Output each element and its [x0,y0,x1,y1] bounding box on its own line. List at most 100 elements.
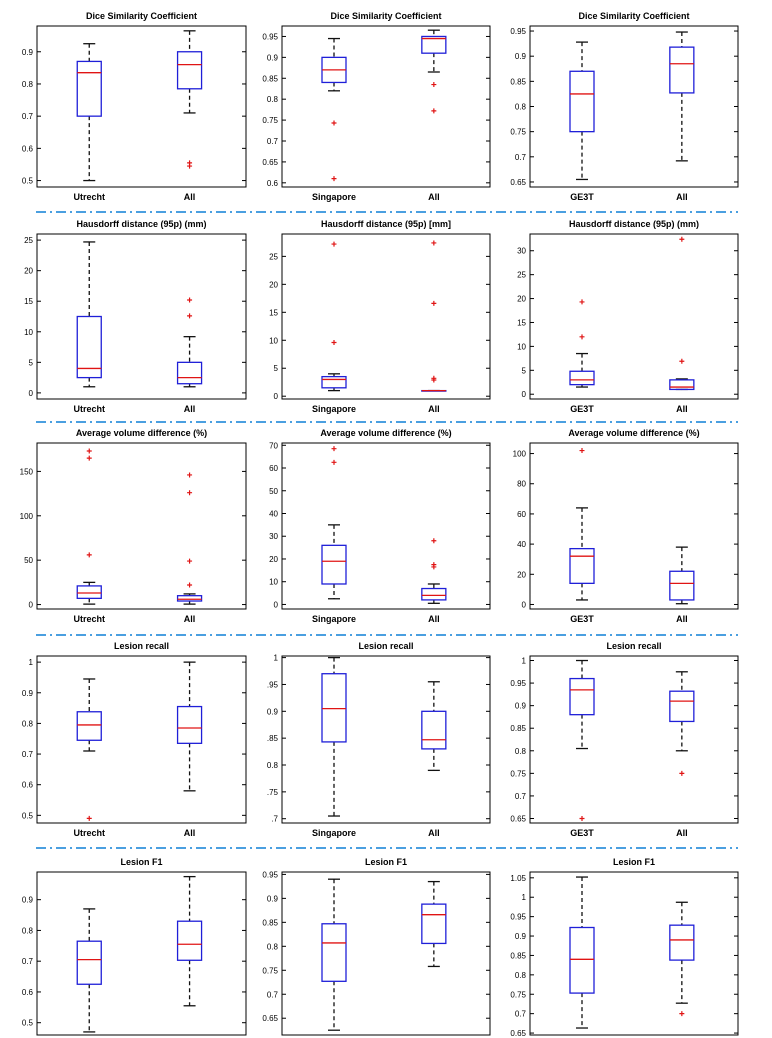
y-tick-label: 0.9 [515,932,527,941]
box-2 [421,681,447,772]
y-tick-label: 0.7 [515,792,527,801]
box-1 [76,908,102,1033]
y-tick-label: 0.65 [262,1014,278,1023]
y-tick-label: 1 [29,658,34,667]
iqr-box [669,690,695,723]
outlier-point [579,448,585,454]
y-tick-label: 0.95 [262,32,278,41]
y-tick-label: 20 [24,267,33,276]
y-tick-label: 0.8 [515,103,527,112]
y-tick-label: 0 [29,389,34,398]
x-category-label: All [428,192,440,202]
panel-title: Lesion F1 [613,857,655,867]
outlier-point [187,582,193,588]
x-category-label: All [428,614,440,624]
panel-title: Dice Similarity Coefficient [86,11,197,21]
box-1 [321,878,347,1031]
panel-9: Average volume difference (%) 0 20 40 60 80 10… [513,428,739,624]
panel-11: Lesion recall .7 .75 0.8 .85 0.9 .95 1 Singapore… [267,641,491,838]
x-category-label: All [676,828,688,838]
y-tick-label: 0.9 [267,894,279,903]
box-1 [569,299,595,388]
y-tick-label: 0.9 [22,896,34,905]
outlier-point [431,564,437,570]
y-tick-label: 25 [269,252,278,261]
y-tick-label: 0.8 [22,719,34,728]
panel-title: Dice Similarity Coefficient [578,11,689,21]
panel-14: Lesion F1 0.65 0.7 0.75 0.8 0.85 0.9 0.95 [262,857,491,1036]
y-tick-label: 0.9 [515,702,527,711]
plot-frame [529,871,739,1036]
outlier-point [679,358,685,364]
box-1 [321,241,347,392]
y-tick-label: 20 [269,555,278,564]
outlier-point [331,340,337,346]
iqr-box [421,903,447,945]
box-2 [176,661,203,792]
outlier-point [187,163,193,169]
y-tick-label: 100 [20,512,34,521]
y-tick-label: 10 [269,578,278,587]
box-1 [76,241,102,388]
y-tick-label: 20 [517,570,526,579]
x-category-label: All [184,828,196,838]
iqr-box [569,547,595,584]
outlier-point [431,377,437,383]
y-tick-label: 0.65 [510,178,526,187]
y-tick-label: 0.9 [267,53,279,62]
box-2 [669,901,695,1017]
y-tick-label: 1.05 [510,874,526,883]
y-tick-label: 0.85 [262,74,278,83]
iqr-box [669,570,695,601]
y-tick-label: .7 [271,815,278,824]
x-category-label: Singapore [312,614,356,624]
y-tick-label: 60 [269,464,278,473]
y-tick-label: 50 [24,556,33,565]
box-2 [669,546,695,605]
y-tick-label: 5 [274,364,279,373]
iqr-box [569,70,595,133]
y-tick-label: 20 [269,280,278,289]
y-tick-label: 0.85 [262,918,278,927]
panel-title: Lesion recall [114,641,169,651]
iqr-box [176,51,203,90]
plot-frame [36,233,247,400]
box-1 [569,876,595,1029]
x-category-label: All [184,614,196,624]
box-2 [176,472,203,605]
box-1 [76,43,102,182]
plot-frame [281,655,491,824]
box-2 [669,31,695,162]
y-tick-label: 0.85 [510,951,526,960]
outlier-point [86,815,92,821]
x-category-label: All [184,192,196,202]
x-category-label: GE3T [570,614,594,624]
iqr-box [321,923,347,982]
y-tick-label: 0.7 [267,990,279,999]
y-tick-label: 0.9 [515,52,527,61]
iqr-box [176,361,203,385]
x-category-label: GE3T [570,404,594,414]
outlier-point [679,770,685,776]
x-category-label: Utrecht [73,404,105,414]
y-tick-label: 150 [20,467,34,476]
y-tick-label: 70 [269,441,278,450]
panel-13: Lesion F1 0.5 0.6 0.7 0.8 0.9 [22,857,247,1036]
iqr-box [321,673,347,743]
outlier-point [431,300,437,306]
y-tick-label: 0.7 [22,112,34,121]
y-tick-label: 30 [517,247,526,256]
box-2 [176,297,203,388]
outlier-point [679,236,685,242]
iqr-box [421,587,447,601]
iqr-box [176,595,203,602]
y-tick-label: 20 [517,295,526,304]
panel-3: Dice Similarity Coefficient 0.65 0.7 0.75 0.… [510,11,739,202]
y-tick-label: 0.5 [22,811,34,820]
plot-frame [281,25,491,188]
box-2 [176,30,203,169]
plot-frame [529,233,739,400]
y-tick-label: 30 [269,532,278,541]
y-tick-label: 0.7 [515,1010,527,1019]
x-category-label: Singapore [312,828,356,838]
